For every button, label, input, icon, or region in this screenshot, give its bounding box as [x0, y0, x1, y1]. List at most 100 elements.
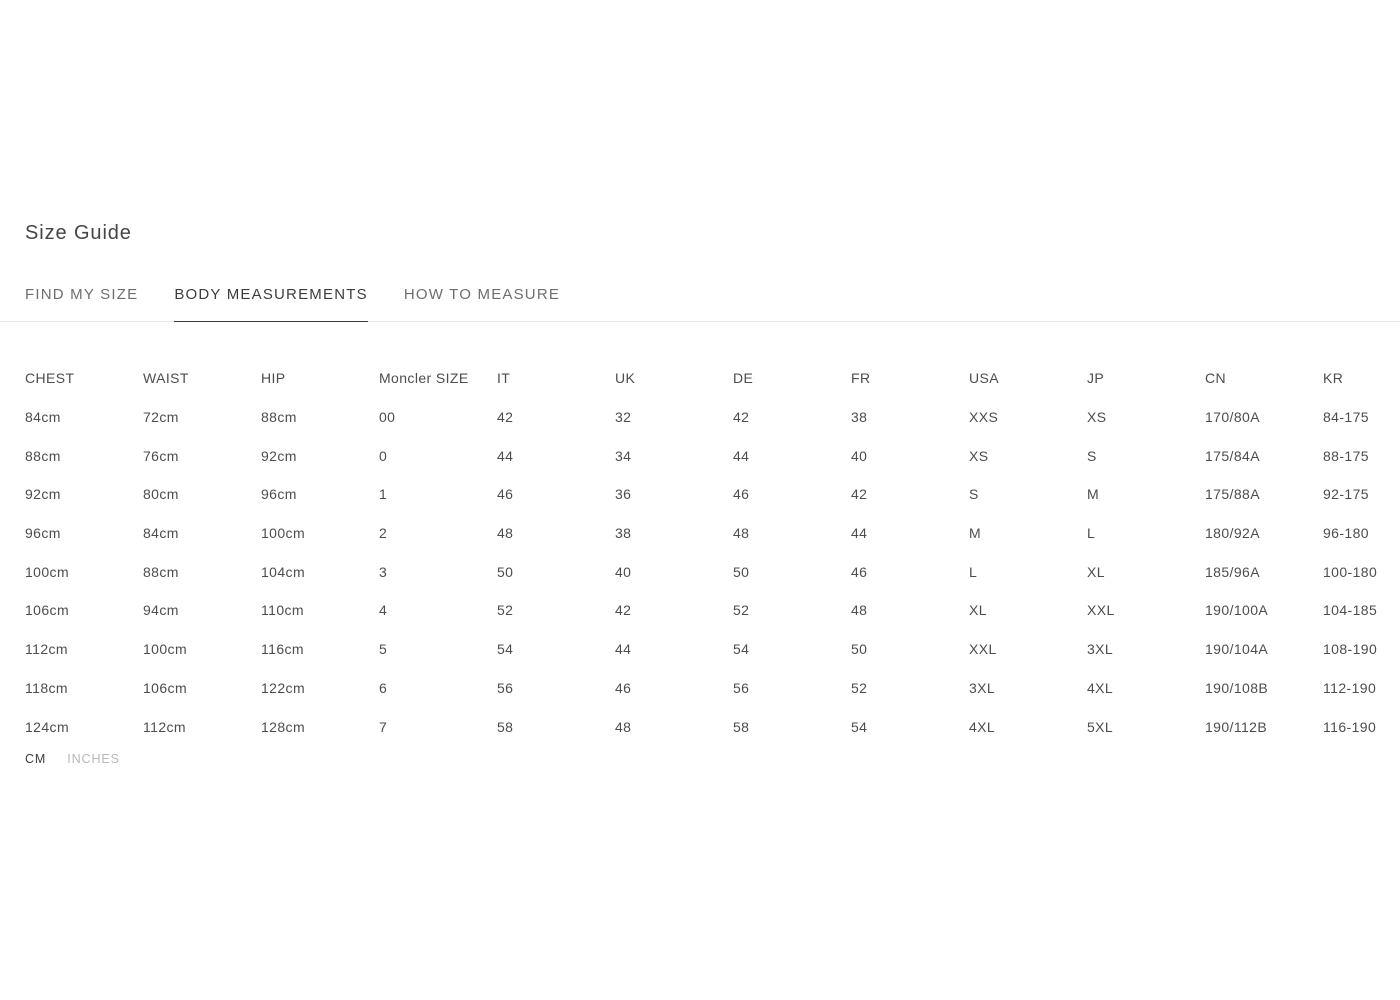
- table-cell: 96cm: [261, 486, 297, 503]
- table-row: 88cm 76cm 92cm 0 44 34 44 40 XS S 175/84A 88-175: [25, 436, 1399, 475]
- table-cell: 4XL: [969, 718, 996, 735]
- table-cell: 42: [615, 602, 632, 619]
- table-cell: M: [969, 525, 982, 542]
- table-cell: 44: [733, 447, 750, 464]
- table-cell: 42: [851, 486, 868, 503]
- column-header: USA: [969, 370, 999, 387]
- table-cell: 118cm: [25, 679, 68, 696]
- table-cell: 58: [497, 718, 514, 735]
- column-header: DE: [733, 370, 754, 387]
- table-cell: 175/84A: [1205, 447, 1260, 464]
- table-cell: 7: [379, 718, 388, 735]
- table-cell: 42: [497, 409, 514, 426]
- tab-find-my-size[interactable]: FIND MY SIZE: [25, 286, 139, 303]
- table-cell: 116cm: [261, 641, 304, 658]
- unit-inches-button[interactable]: INCHES: [67, 751, 120, 766]
- table-cell: 38: [615, 525, 632, 542]
- table-cell: 36: [615, 486, 632, 503]
- table-cell: 4XL: [1087, 679, 1114, 696]
- tab-how-to-measure[interactable]: HOW TO MEASURE: [403, 286, 561, 303]
- table-cell: 112cm: [25, 641, 68, 658]
- table-cell: 52: [497, 602, 514, 619]
- column-header: CHEST: [25, 370, 75, 387]
- table-cell: L: [969, 563, 978, 580]
- table-row: 100cm 88cm 104cm 3 50 40 50 46 L XL 185/96A 100-180: [25, 552, 1399, 591]
- table-cell: 96cm: [25, 525, 61, 542]
- table-cell: 76cm: [143, 447, 179, 464]
- table-row: 92cm 80cm 96cm 1 46 36 46 42 S M 175/88A 92-175: [25, 475, 1399, 514]
- table-cell: XL: [1087, 563, 1105, 580]
- table-cell: S: [1087, 447, 1097, 464]
- table-cell: 106cm: [143, 679, 188, 696]
- column-header: FR: [851, 370, 871, 387]
- table-cell: 112-190: [1323, 679, 1377, 696]
- table-cell: 96-180: [1323, 525, 1369, 542]
- table-cell: 106cm: [25, 602, 70, 619]
- table-cell: 84cm: [143, 525, 179, 542]
- table-cell: XXL: [1087, 602, 1115, 619]
- size-table: CHEST WAIST HIP Moncler SIZE IT UK DE FR USA JP CN…: [25, 359, 1399, 746]
- column-header: WAIST: [143, 370, 189, 387]
- table-cell: 124cm: [25, 718, 70, 735]
- table-cell: 54: [497, 641, 514, 658]
- table-row: 96cm 84cm 100cm 2 48 38 48 44 M L 180/92A 96-180: [25, 514, 1399, 553]
- table-cell: 88cm: [261, 409, 297, 426]
- table-cell: M: [1087, 486, 1100, 503]
- table-cell: 46: [733, 486, 750, 503]
- table-row: 124cm 112cm 128cm 7 58 48 58 54 4XL 5XL 190/112B 11…: [25, 707, 1399, 746]
- table-cell: 2: [379, 525, 388, 542]
- table-cell: 92-175: [1323, 486, 1369, 503]
- page-title: Size Guide: [25, 222, 132, 244]
- table-cell: 100-180: [1323, 563, 1378, 580]
- table-cell: 54: [733, 641, 750, 658]
- table-cell: S: [969, 486, 979, 503]
- table-cell: XXL: [969, 641, 997, 658]
- table-row: 84cm 72cm 88cm 00 42 32 42 38 XXS XS 170/80A 84-175: [25, 398, 1399, 437]
- table-cell: 190/100A: [1205, 602, 1269, 619]
- table-cell: 122cm: [261, 679, 306, 696]
- column-header: JP: [1087, 370, 1105, 387]
- table-cell: 56: [497, 679, 514, 696]
- column-header: CN: [1205, 370, 1227, 387]
- table-cell: 72cm: [143, 409, 179, 426]
- tab-bar: FIND MY SIZE BODY MEASUREMENTS HOW TO ME…: [0, 287, 1400, 322]
- table-cell: 44: [497, 447, 514, 464]
- tab-body-measurements[interactable]: BODY MEASUREMENTS: [174, 287, 368, 322]
- table-cell: 4: [379, 602, 388, 619]
- table-cell: 50: [733, 563, 750, 580]
- table-cell: 84-175: [1323, 409, 1369, 426]
- table-cell: 112cm: [143, 718, 186, 735]
- table-cell: 104-185: [1323, 602, 1378, 619]
- header-row: CHEST WAIST HIP Moncler SIZE IT UK DE FR USA JP CN…: [25, 359, 1399, 398]
- table-cell: 94cm: [143, 602, 179, 619]
- table-cell: 48: [851, 602, 868, 619]
- table-row: 106cm 94cm 110cm 4 52 42 52 48 XL XXL 190/100A 104-…: [25, 591, 1399, 630]
- table-cell: 1: [379, 486, 388, 503]
- table-cell: 190/104A: [1205, 641, 1269, 658]
- table-cell: 108-190: [1323, 641, 1378, 658]
- table-cell: 88cm: [25, 447, 61, 464]
- table-cell: 190/108B: [1205, 679, 1269, 696]
- table-cell: 180/92A: [1205, 525, 1260, 542]
- table-cell: 116-190: [1323, 718, 1377, 735]
- table-row: 112cm 100cm 116cm 5 54 44 54 50 XXL 3XL 190/104A 10…: [25, 630, 1399, 669]
- table-cell: 52: [733, 602, 750, 619]
- table-cell: 0: [379, 447, 388, 464]
- table-cell: 92cm: [261, 447, 297, 464]
- table-cell: 92cm: [25, 486, 61, 503]
- table-cell: 128cm: [261, 718, 306, 735]
- unit-cm-button[interactable]: CM: [25, 751, 47, 766]
- table-cell: XXS: [969, 409, 999, 426]
- table-cell: 6: [379, 679, 388, 696]
- table-cell: 44: [615, 641, 632, 658]
- table-cell: 46: [497, 486, 514, 503]
- table-cell: 3XL: [1087, 641, 1114, 658]
- table-cell: 56: [733, 679, 750, 696]
- table-cell: 3: [379, 563, 388, 580]
- table-cell: 100cm: [261, 525, 306, 542]
- table-cell: 175/88A: [1205, 486, 1260, 503]
- table-body: 84cm 72cm 88cm 00 42 32 42 38 XXS XS 170/80A 84-175…: [25, 398, 1399, 746]
- table-cell: 100cm: [143, 641, 188, 658]
- column-header: Moncler SIZE: [379, 370, 469, 387]
- table-cell: 100cm: [25, 563, 70, 580]
